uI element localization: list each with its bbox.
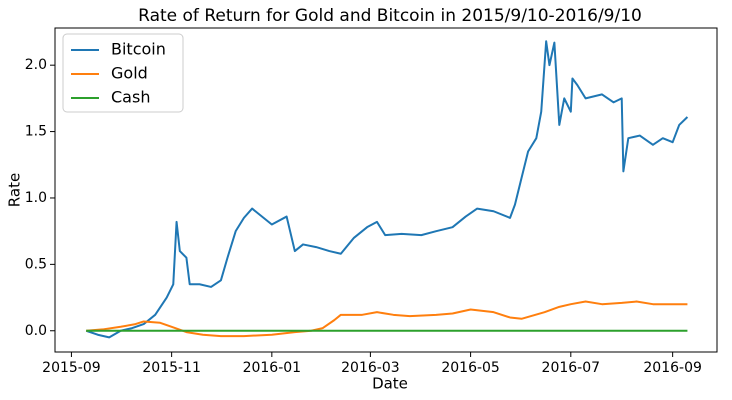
x-tick-label: 2016-03 (341, 360, 400, 376)
y-tick-label: 1.0 (25, 190, 47, 206)
x-tick-label: 2016-05 (441, 360, 500, 376)
x-tick-label: 2016-07 (542, 360, 601, 376)
x-tick-label: 2015-11 (142, 360, 201, 376)
plot-frame (54, 27, 718, 353)
y-tick-label: 1.5 (25, 124, 47, 140)
y-tick-label: 0.0 (25, 323, 47, 339)
series-line (85, 40, 689, 339)
x-tick-label: 2016-09 (643, 360, 702, 376)
x-axis-label: Date (372, 375, 408, 393)
y-tick-label: 0.5 (25, 256, 47, 272)
legend-box (62, 33, 184, 113)
y-tick-label: 2.0 (25, 57, 47, 73)
chart-title: Rate of Return for Gold and Bitcoin in 2… (138, 6, 642, 26)
x-tick-label: 2015-09 (42, 360, 101, 376)
legend-label: Gold (111, 64, 148, 83)
x-tick-label: 2016-01 (243, 360, 302, 376)
y-axis-label: Rate (6, 173, 24, 207)
legend-label: Cash (111, 88, 150, 107)
series-line (86, 300, 688, 338)
legend-label: Bitcoin (111, 40, 166, 59)
